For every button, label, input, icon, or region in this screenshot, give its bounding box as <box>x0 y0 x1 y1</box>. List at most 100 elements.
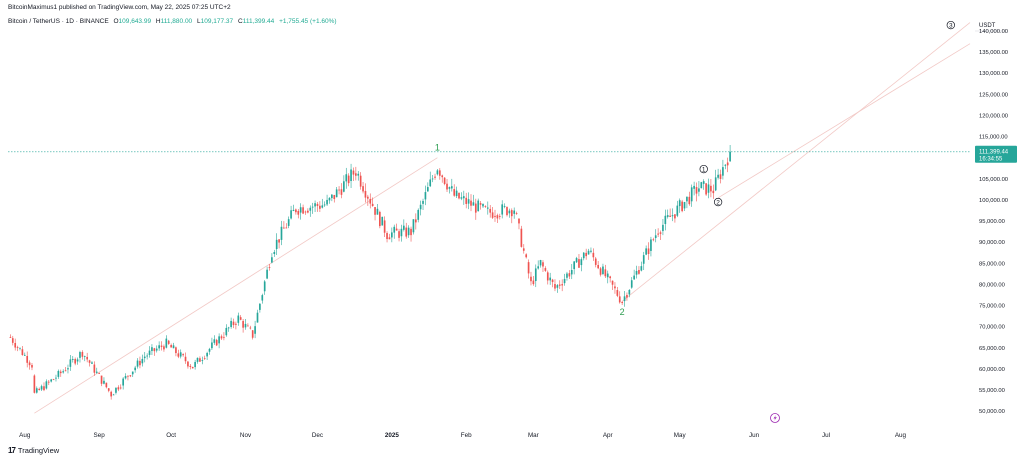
candle-body <box>295 209 297 213</box>
candle <box>710 178 712 198</box>
candle-body <box>177 353 180 357</box>
candle <box>359 172 362 190</box>
candle <box>124 373 127 380</box>
candle <box>112 393 115 396</box>
price-axis[interactable]: USDT 50,000.00 55,000.00 60,000.00 65,000.00… <box>975 23 1017 415</box>
candle-body <box>127 375 129 377</box>
candle-body <box>184 356 187 362</box>
high-value: 111,880.00 <box>160 18 193 25</box>
candle <box>501 200 504 219</box>
candle <box>489 204 492 218</box>
candle <box>338 186 340 195</box>
candle-body <box>76 359 79 362</box>
candle <box>367 194 369 206</box>
y-tick-label: 80,000.00 <box>979 282 1005 288</box>
candle-body <box>81 352 84 357</box>
candle-body <box>534 268 537 282</box>
candle-body <box>179 352 182 357</box>
candle <box>117 385 120 392</box>
candle-body <box>491 212 494 218</box>
candle <box>645 245 647 256</box>
candle-body <box>225 327 228 336</box>
candle <box>539 259 542 268</box>
candle-body <box>292 209 295 211</box>
candle <box>707 178 710 199</box>
candle <box>340 183 343 199</box>
candle-body <box>429 179 432 187</box>
candle <box>477 198 480 212</box>
candle-body <box>496 215 499 219</box>
candle <box>273 249 276 257</box>
open-value: 109,643.99 <box>118 18 152 25</box>
candle-body <box>417 209 420 220</box>
candle-body <box>268 267 271 268</box>
candle-body <box>26 356 29 363</box>
symbol-label[interactable]: Bitcoin / TetherUS · 1D · BINANCE <box>8 18 109 25</box>
candle-body <box>187 361 189 367</box>
candle-body <box>460 197 463 199</box>
x-tick-label: Aug <box>895 432 907 439</box>
candle <box>319 201 321 213</box>
candle-body <box>441 175 444 178</box>
candle-body <box>117 387 120 390</box>
candle-body <box>470 200 472 206</box>
candle <box>374 206 376 221</box>
candle-body <box>206 352 208 357</box>
candle <box>407 225 410 238</box>
candle-body <box>563 278 566 284</box>
candle-body <box>23 354 26 356</box>
candle <box>335 186 338 198</box>
candle-body <box>350 169 352 182</box>
candle-body <box>107 388 110 391</box>
candle <box>712 184 715 199</box>
candle <box>417 208 420 223</box>
candle-body <box>352 170 355 175</box>
candle <box>237 312 240 326</box>
x-tick-label: May <box>674 432 687 439</box>
candle <box>717 168 719 180</box>
candle-body <box>671 215 674 217</box>
candle <box>38 387 41 391</box>
candle-body <box>376 208 379 215</box>
candle-body <box>597 264 599 269</box>
candle-body <box>645 248 647 255</box>
candle <box>722 159 724 180</box>
candle <box>153 347 156 356</box>
candle <box>467 192 470 210</box>
candle <box>129 374 132 378</box>
candle-body <box>654 235 657 239</box>
candle-body <box>170 345 172 348</box>
candle-body <box>321 205 324 208</box>
candle <box>309 205 312 217</box>
candle-body <box>191 366 194 369</box>
candle-body <box>163 346 165 350</box>
candle-body <box>407 227 410 236</box>
candle <box>139 356 141 369</box>
candle-body <box>50 379 53 382</box>
candle-body <box>527 262 530 274</box>
candle-body <box>657 233 659 235</box>
candle <box>446 179 448 193</box>
candle <box>379 210 381 229</box>
candle-body <box>93 364 96 373</box>
candle <box>175 346 177 357</box>
candle-body <box>155 348 158 351</box>
y-tick-label: 65,000.00 <box>979 346 1005 352</box>
candle-body <box>146 355 148 357</box>
candle <box>508 208 511 218</box>
candle-body <box>717 174 719 178</box>
candle-body <box>402 225 405 230</box>
candle-body <box>359 175 362 187</box>
candle-body <box>609 276 611 279</box>
candle-body <box>326 199 328 205</box>
candle <box>167 339 170 345</box>
candle-body <box>592 252 595 258</box>
candle <box>287 216 290 229</box>
candle <box>314 200 316 212</box>
time-axis[interactable]: Aug Sep Oct Nov Dec 2025 Feb Mar Apr May Jun Jul Aug <box>19 432 906 439</box>
candle <box>563 273 566 286</box>
candle <box>371 197 374 207</box>
candle-body <box>652 239 655 241</box>
tradingview-logo[interactable]: 17 TradingView <box>8 446 59 455</box>
